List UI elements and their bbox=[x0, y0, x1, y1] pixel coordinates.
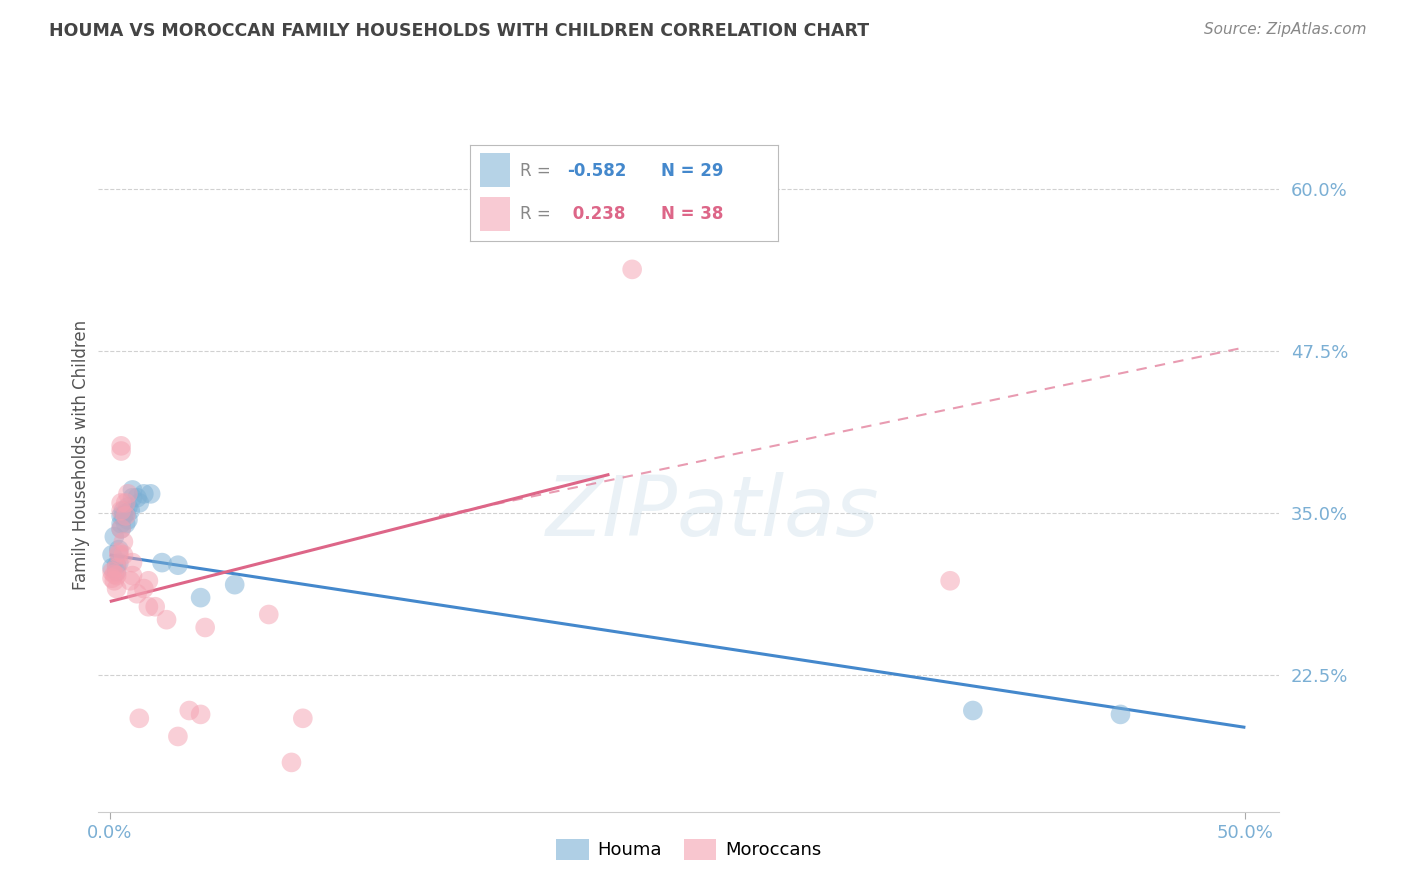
Point bbox=[621, 262, 644, 277]
Point bbox=[108, 542, 131, 557]
Point bbox=[138, 574, 160, 588]
Point bbox=[101, 548, 124, 562]
Point bbox=[939, 574, 962, 588]
Point bbox=[155, 613, 177, 627]
Point bbox=[105, 582, 128, 596]
Point bbox=[280, 756, 302, 770]
Text: R =: R = bbox=[520, 161, 555, 179]
Point bbox=[103, 530, 125, 544]
Text: N = 38: N = 38 bbox=[661, 205, 723, 223]
Bar bbox=[479, 197, 510, 231]
Point bbox=[105, 558, 128, 573]
Point bbox=[1109, 707, 1132, 722]
Point bbox=[150, 556, 173, 570]
Point bbox=[120, 574, 142, 588]
Point bbox=[190, 591, 212, 605]
Point bbox=[291, 711, 314, 725]
Point bbox=[110, 522, 132, 536]
Point bbox=[110, 516, 132, 531]
Point bbox=[120, 504, 142, 518]
Text: -0.582: -0.582 bbox=[567, 161, 627, 179]
Point bbox=[128, 496, 150, 510]
Text: N = 29: N = 29 bbox=[661, 161, 723, 179]
Point bbox=[962, 704, 984, 718]
Point bbox=[114, 508, 136, 523]
Point bbox=[114, 506, 136, 520]
Point bbox=[110, 496, 132, 510]
Bar bbox=[479, 153, 510, 187]
Point bbox=[103, 567, 125, 582]
Point bbox=[105, 561, 128, 575]
Text: ZIPatlas: ZIPatlas bbox=[546, 472, 879, 552]
Point bbox=[105, 565, 128, 579]
Point bbox=[121, 568, 143, 582]
Point bbox=[108, 548, 131, 562]
Point bbox=[117, 513, 139, 527]
Point bbox=[112, 548, 135, 562]
Text: 0.238: 0.238 bbox=[567, 205, 626, 223]
Point bbox=[114, 516, 136, 531]
Point bbox=[101, 571, 124, 585]
Point bbox=[257, 607, 280, 622]
Point bbox=[121, 483, 143, 497]
Point bbox=[143, 599, 166, 614]
Text: Source: ZipAtlas.com: Source: ZipAtlas.com bbox=[1204, 22, 1367, 37]
Point bbox=[105, 568, 128, 582]
Text: HOUMA VS MOROCCAN FAMILY HOUSEHOLDS WITH CHILDREN CORRELATION CHART: HOUMA VS MOROCCAN FAMILY HOUSEHOLDS WITH… bbox=[49, 22, 869, 40]
Point bbox=[112, 504, 135, 518]
Point bbox=[112, 508, 135, 523]
Point bbox=[112, 534, 135, 549]
Point bbox=[190, 707, 212, 722]
Point bbox=[117, 500, 139, 514]
Point bbox=[101, 561, 124, 575]
Point bbox=[110, 504, 132, 518]
Text: R =: R = bbox=[520, 205, 561, 223]
Point bbox=[110, 444, 132, 458]
Point bbox=[110, 439, 132, 453]
Point bbox=[125, 491, 148, 505]
Point bbox=[110, 522, 132, 536]
Y-axis label: Family Households with Children: Family Households with Children bbox=[72, 320, 90, 590]
Point bbox=[110, 508, 132, 523]
Point bbox=[132, 487, 155, 501]
Point bbox=[179, 704, 201, 718]
Point bbox=[139, 487, 162, 501]
Point bbox=[138, 599, 160, 614]
Point bbox=[108, 545, 131, 559]
Legend: Houma, Moroccans: Houma, Moroccans bbox=[548, 831, 830, 867]
Point bbox=[224, 577, 246, 591]
Point bbox=[128, 711, 150, 725]
Point bbox=[103, 574, 125, 588]
Point bbox=[121, 556, 143, 570]
Point bbox=[167, 730, 190, 744]
Point bbox=[132, 582, 155, 596]
Point bbox=[121, 491, 143, 505]
Point bbox=[194, 620, 217, 634]
Point bbox=[114, 496, 136, 510]
Point bbox=[167, 558, 190, 573]
Point bbox=[108, 556, 131, 570]
Point bbox=[117, 487, 139, 501]
Point bbox=[101, 565, 124, 579]
Point bbox=[125, 587, 148, 601]
